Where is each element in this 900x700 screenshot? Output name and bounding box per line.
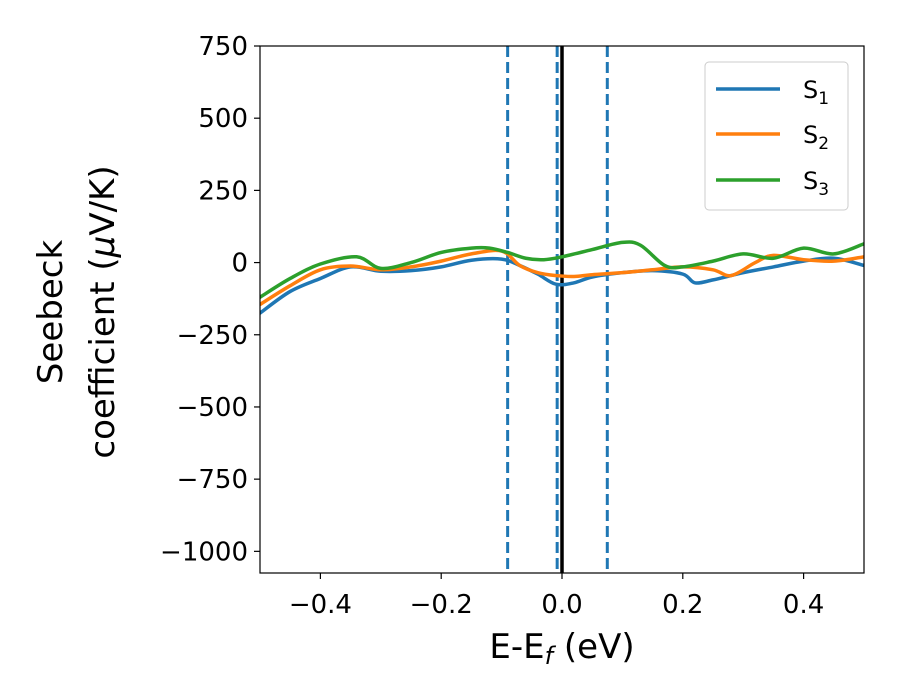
x-tick-label: −0.4 xyxy=(289,590,352,620)
legend-label-s3-main: S xyxy=(803,167,818,195)
y-tick-label: 250 xyxy=(198,176,248,206)
x-tick-label: −0.2 xyxy=(410,590,473,620)
legend-label-s3-sub: 3 xyxy=(818,180,829,200)
y-axis-title: Seebeck coefficient (μV/K) xyxy=(31,165,123,458)
series-lines xyxy=(260,240,864,315)
y-tick-label: 500 xyxy=(198,104,248,134)
y-tick-label: −250 xyxy=(177,321,248,351)
legend-label-s2-sub: 2 xyxy=(818,134,829,154)
legend-label-s1-main: S xyxy=(803,76,818,104)
legend: S1 S2 S3 xyxy=(704,61,849,211)
y-tick-label: 750 xyxy=(198,32,248,62)
legend-label-s1-sub: 1 xyxy=(818,89,829,109)
x-tick-label: 0.0 xyxy=(541,590,582,620)
y-tick-label: −750 xyxy=(177,465,248,495)
y-axis-title-line2: coefficient (μV/K) xyxy=(83,165,123,458)
x-axis-title-unit: (eV) xyxy=(553,627,635,667)
y-axis-title-unit: V/K) xyxy=(83,165,123,235)
y-axis-title-line1: Seebeck xyxy=(31,240,71,385)
y-tick-label: −1000 xyxy=(160,537,248,567)
x-tick-label: 0.4 xyxy=(783,590,824,620)
y-tick-label: −500 xyxy=(177,393,248,423)
vertical-lines xyxy=(506,46,609,573)
series-line-s3 xyxy=(260,240,864,299)
legend-label-s3: S3 xyxy=(803,167,829,200)
legend-box xyxy=(704,61,849,211)
x-tick-label: 0.2 xyxy=(662,590,703,620)
x-axis-title: E-Ef (eV) xyxy=(489,627,634,670)
y-axis-ticks: 750 500 250 0 −250 −500 −750 −1000 xyxy=(160,32,260,567)
legend-label-s2: S2 xyxy=(803,121,829,154)
legend-label-s1: S1 xyxy=(803,76,829,109)
y-tick-label: 0 xyxy=(231,249,248,279)
series-line-s2 xyxy=(260,248,864,307)
x-axis-ticks: −0.4 −0.2 0.0 0.2 0.4 xyxy=(289,573,824,620)
legend-label-s2-main: S xyxy=(803,121,818,149)
x-axis-title-main: E-E xyxy=(489,627,544,667)
y-axis-title-mu: μ xyxy=(83,236,123,259)
y-axis-title-line2-main: coefficient ( xyxy=(83,257,123,458)
